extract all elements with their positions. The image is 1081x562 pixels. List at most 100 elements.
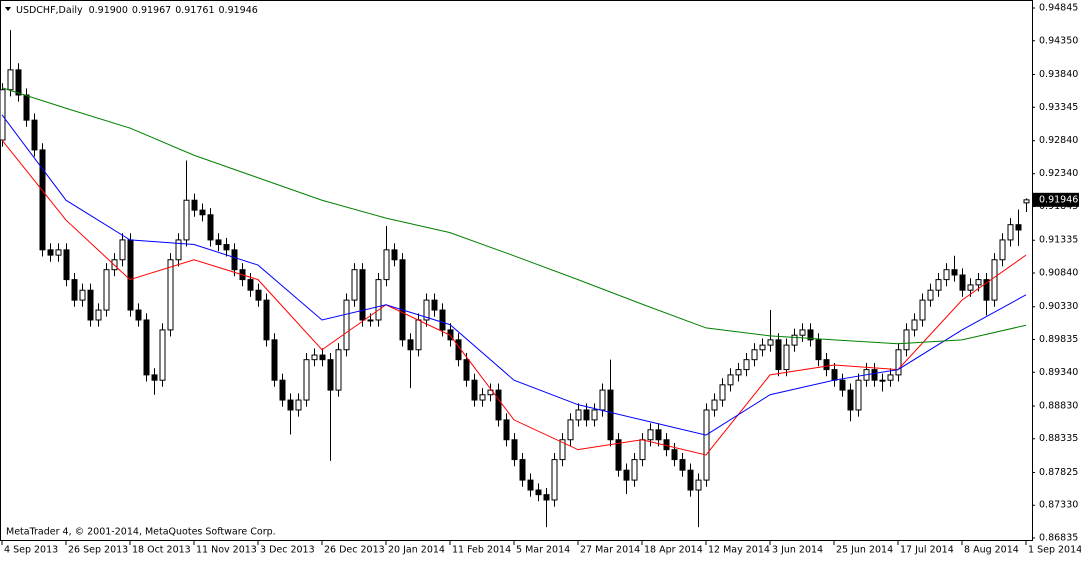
x-tick-label: 3 Dec 2013 (260, 545, 315, 556)
candle-body (79, 289, 86, 301)
candle-body (87, 289, 94, 321)
y-tick-label: 0.93840 (1039, 69, 1078, 80)
moving-average (1, 114, 1027, 436)
x-tick-label: 20 Jan 2014 (388, 545, 445, 556)
candle-body (607, 389, 614, 441)
x-tick-label: 4 Sep 2013 (4, 545, 58, 556)
candle-body (175, 239, 182, 261)
candle-body (959, 274, 966, 291)
candle-body (767, 339, 774, 346)
candle-body (407, 339, 414, 351)
candle-body (703, 409, 710, 481)
y-tick-label: 0.89340 (1039, 367, 1078, 378)
candle-body (7, 69, 14, 91)
candle-body (463, 359, 470, 381)
high-label: 0.91967 (132, 5, 171, 16)
candle-body (847, 389, 854, 411)
candle-body (935, 279, 942, 291)
y-tick-label: 0.92840 (1039, 135, 1078, 146)
moving-average (1, 87, 1027, 345)
candle-body (903, 329, 910, 351)
y-tick-label: 0.87825 (1039, 467, 1078, 478)
candle-body (927, 289, 934, 301)
candle-body (999, 239, 1006, 261)
candle-body (1007, 224, 1014, 241)
x-tick-label: 3 Jun 2014 (772, 545, 823, 556)
candle-body (199, 209, 206, 216)
candle-body (583, 409, 590, 421)
candle-body (231, 249, 238, 271)
x-tick-label: 27 Mar 2014 (580, 545, 640, 556)
open-label: 0.91900 (89, 5, 128, 16)
candle-body (159, 329, 166, 381)
candle-body (839, 379, 846, 391)
candle-body (183, 199, 190, 241)
candle-body (247, 279, 254, 291)
candle-body (647, 429, 654, 441)
candle-body (1023, 199, 1030, 204)
candle-body (103, 269, 110, 311)
x-tick-label: 26 Dec 2013 (324, 545, 385, 556)
candle-body (1015, 224, 1022, 231)
candle-body (695, 479, 702, 491)
moving-average (1, 139, 1027, 456)
candle-body (23, 94, 30, 121)
candle-body (831, 369, 838, 381)
candle-body (15, 69, 22, 96)
candle-body (167, 259, 174, 331)
candle-body (255, 289, 262, 301)
candle-body (655, 429, 662, 441)
candle-body (215, 239, 222, 246)
candle-body (743, 359, 750, 371)
candle-body (791, 334, 798, 346)
candle-body (687, 469, 694, 491)
candle-body (887, 374, 894, 381)
candle-body (591, 409, 598, 421)
candle-body (31, 119, 38, 151)
x-tick-label: 12 May 2014 (708, 545, 770, 556)
candle-body (287, 399, 294, 411)
candle-body (271, 339, 278, 381)
candle-body (951, 269, 958, 276)
candle-body (391, 249, 398, 261)
candle-body (279, 379, 286, 401)
candle-body (751, 349, 758, 361)
y-tick-label: 0.89835 (1039, 334, 1078, 345)
x-tick-label: 18 Oct 2013 (132, 545, 191, 556)
candle-body (711, 399, 718, 411)
candle-body (223, 244, 230, 251)
candle-body (39, 149, 46, 251)
candle-body (575, 409, 582, 421)
candle-body (135, 309, 142, 321)
candle-body (719, 384, 726, 401)
candle-body (919, 299, 926, 321)
y-tick-label: 0.94845 (1039, 3, 1078, 14)
candle-body (439, 309, 446, 331)
y-tick-label: 0.91335 (1039, 235, 1078, 246)
candle-body (207, 214, 214, 241)
last-price-badge (1033, 192, 1079, 207)
candle-body (759, 344, 766, 351)
candle-body (327, 359, 334, 391)
candle-body (727, 374, 734, 386)
candle-body (495, 389, 502, 421)
candle-body (879, 379, 886, 382)
candle-body (471, 379, 478, 401)
candle-body (527, 479, 534, 491)
chart-header: USDCHF,Daily 0.91900 0.91967 0.91761 0.91946 (16, 5, 258, 16)
candle-body (447, 329, 454, 341)
x-tick-label: 26 Sep 2013 (68, 545, 128, 556)
x-tick-label: 11 Feb 2014 (452, 545, 511, 556)
candle-body (671, 449, 678, 461)
candle-body (95, 309, 102, 321)
candle-body (399, 259, 406, 341)
candle-body (991, 259, 998, 301)
candle-body (799, 329, 806, 336)
candle-body (47, 249, 54, 256)
menu-triangle (5, 7, 11, 11)
candle-body (911, 319, 918, 331)
candle-body (455, 339, 462, 361)
candle-body (127, 239, 134, 311)
candle-body (631, 459, 638, 481)
candle-body (615, 439, 622, 471)
